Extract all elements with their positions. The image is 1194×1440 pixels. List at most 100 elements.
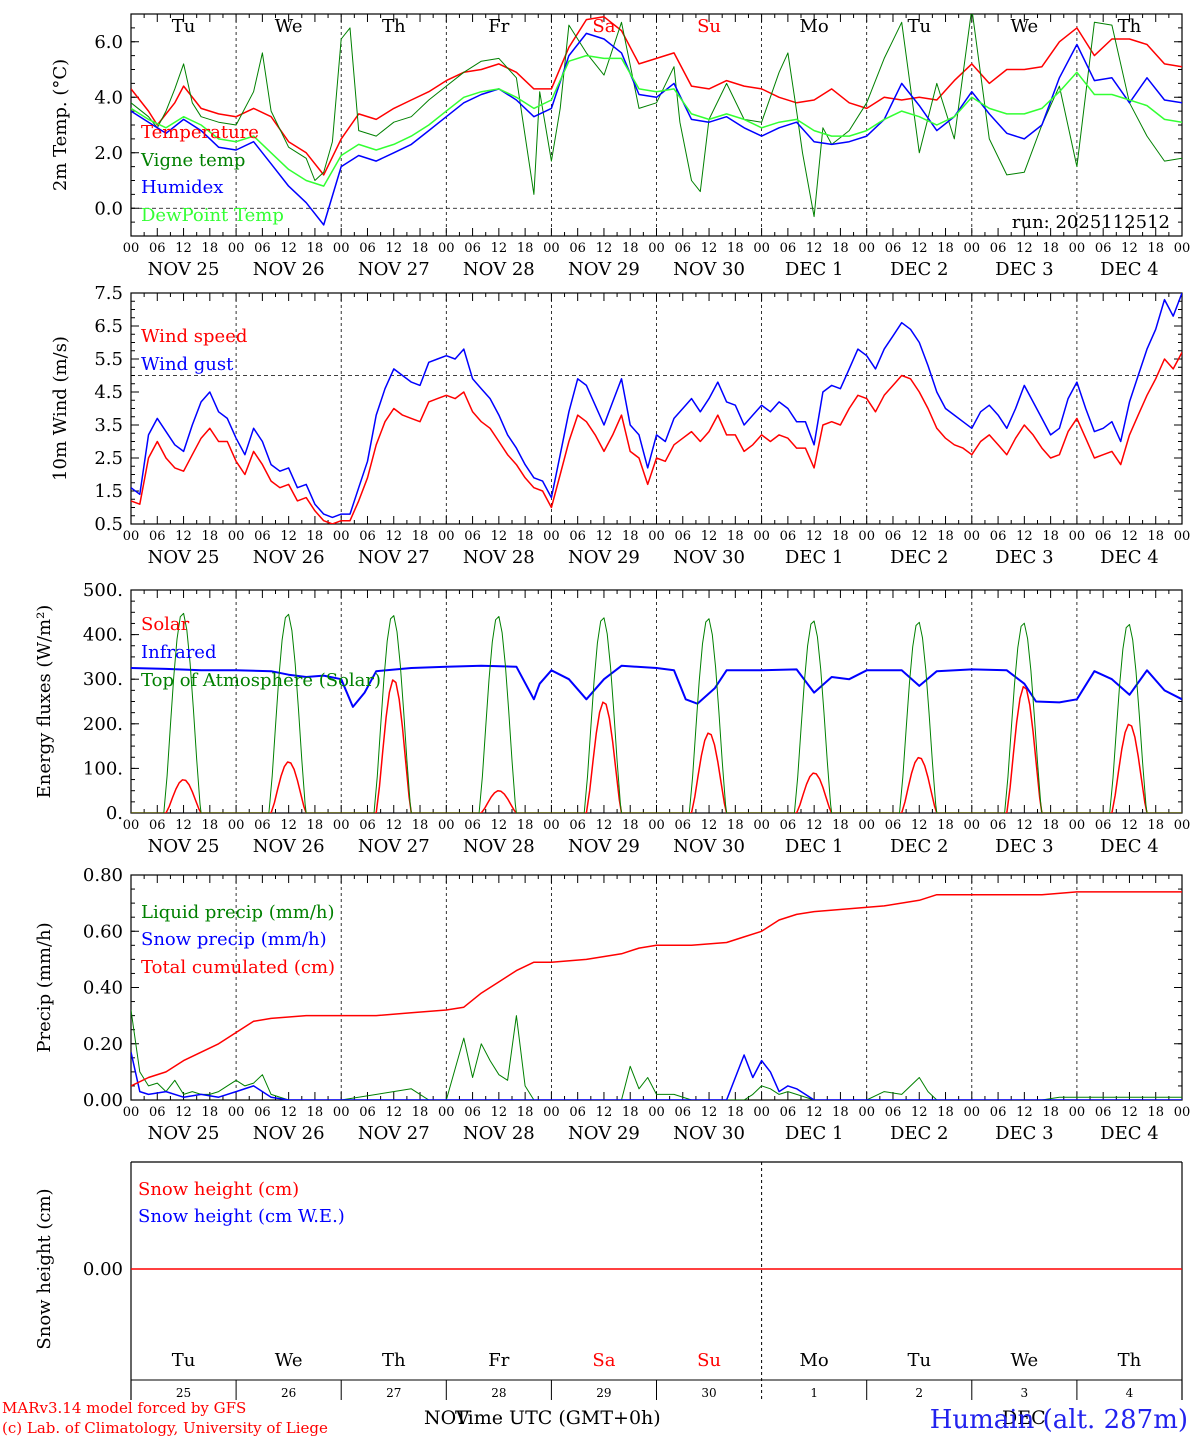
date-label: NOV 28 bbox=[463, 1123, 535, 1144]
date-label: DEC 3 bbox=[995, 547, 1054, 568]
weekday-label: Fr bbox=[488, 16, 509, 37]
weekday-label: Tu bbox=[907, 1350, 931, 1371]
hour-tick-label: 06 bbox=[885, 818, 902, 833]
hour-tick-label: 00 bbox=[333, 818, 350, 833]
hour-tick-label: 06 bbox=[359, 529, 376, 544]
date-label: NOV 27 bbox=[358, 1123, 430, 1144]
hour-tick-label: 18 bbox=[307, 1105, 324, 1120]
hour-tick-label: 00 bbox=[964, 241, 981, 256]
credit-line-2: (c) Lab. of Climatology, University of L… bbox=[2, 1419, 328, 1437]
data-layer bbox=[131, 891, 1182, 1100]
date-label: NOV 25 bbox=[148, 836, 220, 857]
hour-tick-label: 12 bbox=[911, 529, 928, 544]
hour-tick-label: 00 bbox=[123, 529, 140, 544]
y-tick-label: 400. bbox=[83, 625, 123, 646]
series-line bbox=[131, 1052, 1182, 1100]
hour-tick-label: 06 bbox=[780, 241, 797, 256]
date-label: NOV 29 bbox=[568, 836, 640, 857]
hour-tick-label: 00 bbox=[858, 529, 875, 544]
hour-tick-label: 18 bbox=[307, 241, 324, 256]
hour-tick-label: 06 bbox=[464, 1105, 481, 1120]
hour-tick-label: 18 bbox=[727, 529, 744, 544]
hour-tick-label: 12 bbox=[491, 241, 508, 256]
weekday-label: Th bbox=[1118, 16, 1142, 37]
date-label: NOV 27 bbox=[358, 547, 430, 568]
hour-tick-label: 18 bbox=[937, 1105, 954, 1120]
date-label: NOV 25 bbox=[148, 547, 220, 568]
hour-tick-label: 06 bbox=[675, 818, 692, 833]
hour-tick-label: 00 bbox=[543, 818, 560, 833]
hour-tick-label: 12 bbox=[385, 1105, 402, 1120]
legend-entry: Top of Atmosphere (Solar) bbox=[141, 670, 381, 691]
date-label: NOV 29 bbox=[568, 547, 640, 568]
y-tick-label: 0.40 bbox=[83, 978, 123, 999]
hour-tick-label: 06 bbox=[675, 529, 692, 544]
hour-tick-label: 06 bbox=[569, 1105, 586, 1120]
hour-tick-label: 00 bbox=[438, 241, 455, 256]
day-number-label: 25 bbox=[176, 1386, 191, 1400]
y-tick-label: 100. bbox=[83, 758, 123, 779]
y-tick-label: 7.5 bbox=[94, 283, 123, 304]
y-tick-label: 500. bbox=[83, 580, 123, 601]
hour-tick-label: 06 bbox=[675, 241, 692, 256]
hour-tick-label: 12 bbox=[280, 1105, 297, 1120]
y-tick-label: 5.5 bbox=[94, 349, 123, 370]
date-label: DEC 1 bbox=[785, 547, 844, 568]
legend-entry: Infrared bbox=[141, 642, 216, 663]
hour-tick-label: 18 bbox=[622, 818, 639, 833]
day-number-label: 2 bbox=[915, 1386, 923, 1400]
hour-tick-label: 00 bbox=[123, 1105, 140, 1120]
hour-tick-label: 12 bbox=[701, 1105, 718, 1120]
legend-entry: DewPoint Temp bbox=[141, 205, 284, 226]
hour-tick-label: 18 bbox=[1147, 1105, 1164, 1120]
hour-tick-label: 06 bbox=[780, 818, 797, 833]
hour-tick-label: 06 bbox=[1095, 529, 1112, 544]
data-layer bbox=[131, 14, 1182, 226]
date-label: NOV 26 bbox=[253, 547, 325, 568]
y-tick-label: 0.00 bbox=[83, 1090, 123, 1111]
date-label: NOV 30 bbox=[673, 1123, 745, 1144]
hour-tick-label: 06 bbox=[359, 241, 376, 256]
hour-tick-label: 18 bbox=[1042, 1105, 1059, 1120]
hour-tick-label: 06 bbox=[990, 818, 1007, 833]
series-line bbox=[131, 293, 1182, 519]
hour-tick-label: 12 bbox=[701, 818, 718, 833]
hour-tick-label: 18 bbox=[202, 1105, 219, 1120]
hour-tick-label: 12 bbox=[596, 1105, 613, 1120]
hour-tick-label: 00 bbox=[648, 1105, 665, 1120]
hour-tick-label: 18 bbox=[412, 529, 429, 544]
series-line bbox=[131, 16, 1182, 176]
date-label: NOV 29 bbox=[568, 1123, 640, 1144]
date-label: NOV 26 bbox=[253, 259, 325, 280]
y-tick-label: 0.00 bbox=[83, 1259, 123, 1280]
series-line bbox=[131, 612, 1182, 813]
hour-tick-label: 18 bbox=[1147, 818, 1164, 833]
day-number-label: 28 bbox=[491, 1386, 506, 1400]
hour-tick-label: 00 bbox=[543, 241, 560, 256]
hour-tick-label: 00 bbox=[964, 1105, 981, 1120]
hour-tick-label: 06 bbox=[780, 529, 797, 544]
hour-tick-label: 12 bbox=[596, 529, 613, 544]
hour-tick-label: 06 bbox=[569, 529, 586, 544]
hour-tick-label: 00 bbox=[1069, 529, 1086, 544]
hour-tick-label: 00 bbox=[228, 241, 245, 256]
hour-tick-label: 18 bbox=[622, 241, 639, 256]
legend-entry: Snow height (cm W.E.) bbox=[138, 1206, 345, 1227]
y-tick-label: 2.5 bbox=[94, 448, 123, 469]
weekday-label: We bbox=[275, 16, 303, 37]
weekday-label: We bbox=[1011, 16, 1039, 37]
hour-tick-label: 12 bbox=[1016, 1105, 1033, 1120]
hour-tick-label: 12 bbox=[1016, 529, 1033, 544]
hour-tick-label: 00 bbox=[123, 241, 140, 256]
series-line bbox=[131, 54, 1182, 187]
y-axis-label: Precip (mm/h) bbox=[34, 922, 55, 1052]
weekday-label: Th bbox=[382, 16, 406, 37]
hour-tick-label: 00 bbox=[753, 241, 770, 256]
panel-3: 0. 100. 200. 300. 400. 500. Energy fluxes (W/m… bbox=[34, 580, 1190, 857]
y-tick-label: 0.20 bbox=[83, 1034, 123, 1055]
weekday-label: Th bbox=[1118, 1350, 1142, 1371]
legend-entry: Snow precip (mm/h) bbox=[141, 929, 327, 950]
hour-tick-label: 12 bbox=[701, 529, 718, 544]
hour-tick-label: 06 bbox=[464, 241, 481, 256]
hour-tick-label: 00 bbox=[753, 1105, 770, 1120]
